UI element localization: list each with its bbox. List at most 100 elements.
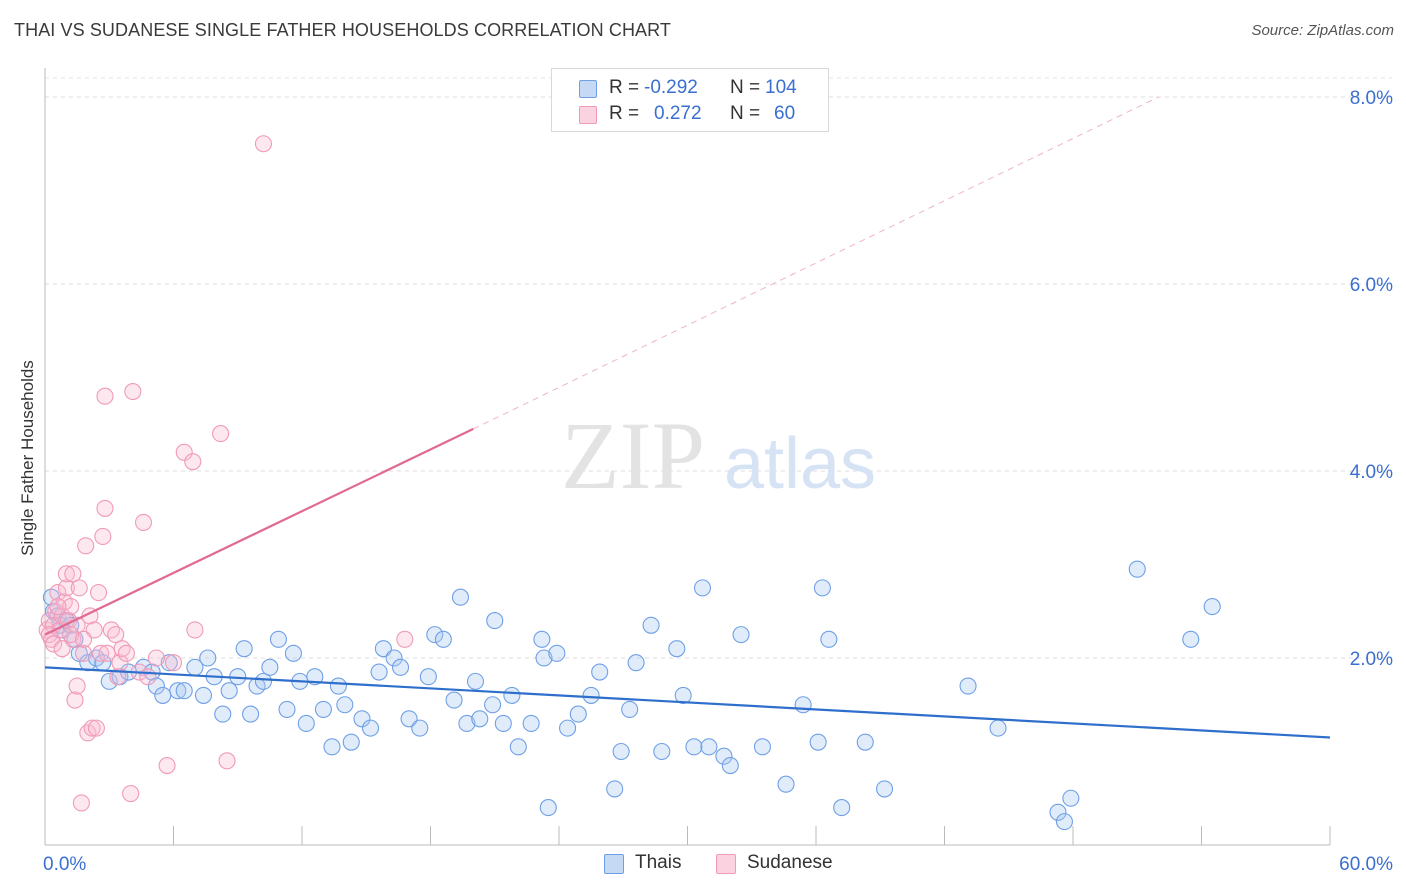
data-point-thais bbox=[539, 799, 557, 817]
data-point-sudanese bbox=[134, 513, 153, 531]
data-point-thais bbox=[820, 630, 838, 648]
data-point-thais bbox=[548, 644, 566, 662]
grid-lines bbox=[45, 77, 1392, 659]
data-point-thais bbox=[314, 700, 332, 718]
thais-legend-swatch bbox=[604, 854, 624, 874]
data-point-sudanese bbox=[83, 719, 101, 737]
data-point-sudanese bbox=[57, 565, 75, 583]
data-point-thais bbox=[591, 663, 609, 681]
stats-row-sudanese: R = 0.272 N = 60 bbox=[552, 102, 828, 128]
tick-labels: 2.0% 4.0% 6.0% 8.0% 0.0% 60.0% bbox=[43, 88, 1393, 875]
data-point-thais bbox=[471, 710, 489, 728]
data-point-sudanese bbox=[139, 668, 157, 686]
data-point-thais bbox=[419, 668, 437, 686]
data-point-sudanese bbox=[64, 565, 82, 583]
data-point-sudanese bbox=[122, 785, 140, 803]
data-point-thais bbox=[875, 780, 894, 798]
chart-title: THAI VS SUDANESE SINGLE FATHER HOUSEHOLD… bbox=[14, 20, 672, 40]
data-point-thais bbox=[370, 663, 388, 681]
source-label: Source: ZipAtlas.com bbox=[1251, 22, 1394, 39]
data-point-sudanese bbox=[96, 499, 114, 517]
data-point-thais bbox=[400, 710, 418, 728]
data-point-thais bbox=[391, 658, 410, 676]
sudanese-legend-swatch bbox=[716, 854, 736, 874]
data-point-sudanese bbox=[85, 621, 103, 639]
data-point-thais bbox=[154, 686, 172, 704]
y-tick-label: 2.0% bbox=[1350, 649, 1393, 670]
watermark-atlas: atlas bbox=[724, 424, 876, 504]
data-point-thais bbox=[214, 705, 232, 723]
axes bbox=[44, 68, 1331, 846]
data-point-thais bbox=[306, 668, 324, 686]
data-point-thais bbox=[1049, 803, 1067, 821]
data-point-thais bbox=[278, 700, 296, 718]
data-point-sudanese bbox=[77, 537, 95, 555]
data-point-thais bbox=[175, 682, 193, 700]
data-point-thais bbox=[451, 588, 470, 606]
data-point-thais bbox=[522, 714, 540, 733]
data-point-thais bbox=[715, 747, 733, 765]
data-point-thais bbox=[693, 579, 712, 597]
data-point-thais bbox=[732, 626, 750, 644]
trend-lines bbox=[44, 96, 1331, 739]
data-point-thais bbox=[668, 640, 686, 658]
data-point-sudanese bbox=[107, 626, 125, 644]
data-point-sudanese bbox=[147, 649, 165, 667]
data-point-sudanese bbox=[89, 583, 108, 602]
data-point-thais bbox=[1055, 813, 1073, 831]
data-point-sudanese bbox=[184, 453, 202, 471]
stats-legend: R = -0.292 N = 104 R = 0.272 N = 60 bbox=[551, 68, 829, 132]
data-point-thais bbox=[411, 719, 429, 737]
data-point-sudanese bbox=[175, 443, 193, 461]
data-point-thais bbox=[385, 649, 403, 667]
data-point-thais bbox=[606, 780, 624, 798]
data-point-sudanese bbox=[109, 668, 127, 686]
data-point-thais bbox=[809, 733, 827, 751]
data-point-thais bbox=[721, 756, 739, 775]
data-point-sudanese bbox=[57, 579, 75, 597]
x-tick-label-max: 60.0% bbox=[1339, 854, 1393, 875]
data-point-sudanese bbox=[62, 598, 80, 616]
data-point-thais bbox=[147, 677, 165, 695]
data-point-thais bbox=[242, 705, 260, 723]
thais-swatch bbox=[579, 80, 597, 98]
data-point-thais bbox=[582, 686, 600, 704]
watermark-zip: ZIP bbox=[561, 402, 705, 509]
data-point-sudanese bbox=[254, 135, 273, 153]
data-point-thais bbox=[642, 616, 660, 634]
x-tick-label-min: 0.0% bbox=[43, 854, 86, 875]
data-point-thais bbox=[297, 714, 315, 733]
data-point-sudanese bbox=[124, 382, 142, 401]
data-point-sudanese bbox=[117, 644, 135, 662]
data-point-thais bbox=[989, 719, 1007, 737]
data-point-thais bbox=[509, 738, 527, 756]
data-point-thais bbox=[612, 742, 630, 761]
data-point-sudanese bbox=[72, 794, 90, 812]
n-label: N = bbox=[730, 103, 761, 124]
data-point-thais bbox=[484, 696, 502, 714]
data-point-thais bbox=[361, 719, 380, 737]
data-point-thais bbox=[494, 714, 512, 733]
r-label: R = bbox=[609, 103, 640, 124]
data-point-thais bbox=[235, 640, 253, 658]
data-point-thais bbox=[100, 672, 118, 690]
n-value: 104 bbox=[765, 77, 797, 98]
data-point-sudanese bbox=[396, 630, 414, 648]
watermark: ZIP atlas bbox=[561, 402, 876, 509]
data-point-thais bbox=[458, 714, 476, 733]
n-value: 60 bbox=[774, 103, 796, 124]
data-point-thais bbox=[336, 696, 354, 714]
trend-extension-sudanese bbox=[473, 96, 1159, 430]
data-point-thais bbox=[486, 612, 504, 630]
data-point-sudanese bbox=[92, 644, 110, 662]
data-point-thais bbox=[653, 742, 671, 761]
data-point-thais bbox=[627, 654, 645, 672]
r-label: R = bbox=[609, 77, 640, 98]
trend-line-thais bbox=[44, 666, 1331, 739]
data-point-sudanese bbox=[218, 752, 236, 770]
data-point-thais bbox=[323, 738, 341, 756]
data-point-sudanese bbox=[186, 621, 204, 639]
data-point-thais bbox=[254, 672, 273, 690]
sudanese-legend-label: Sudanese bbox=[747, 852, 833, 873]
